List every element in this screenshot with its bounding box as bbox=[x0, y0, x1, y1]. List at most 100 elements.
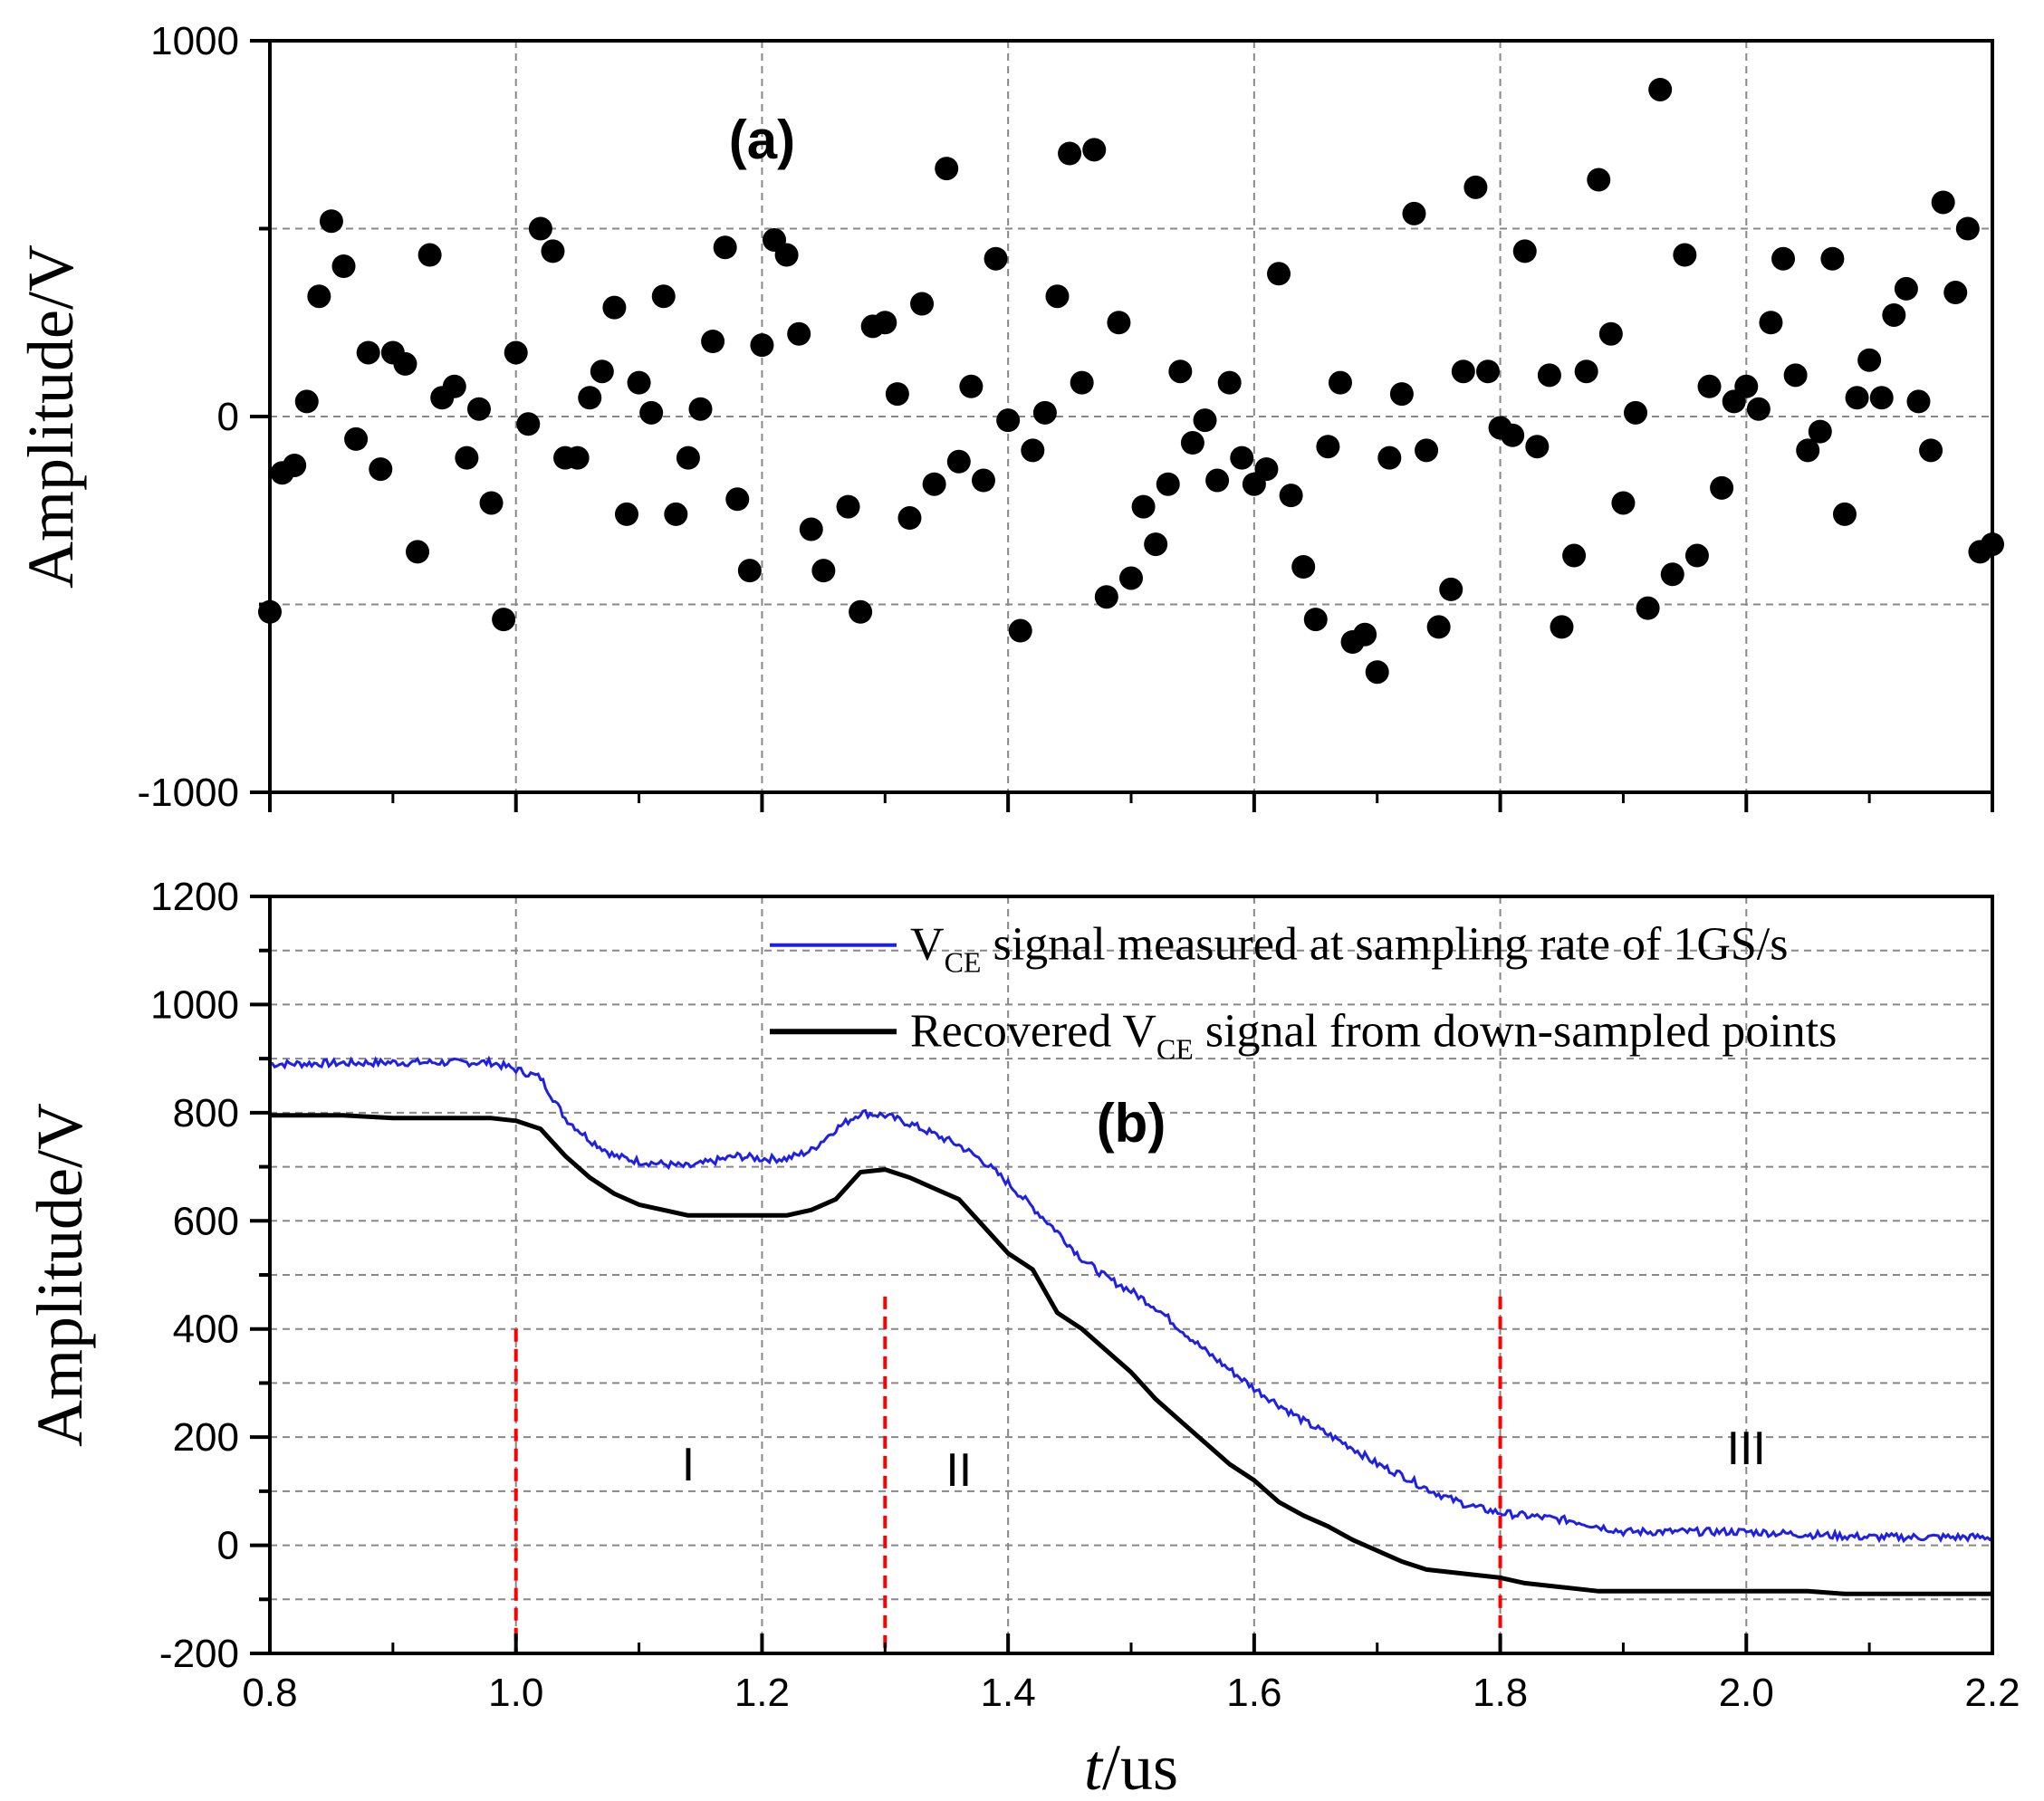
data-point bbox=[1377, 445, 1402, 470]
series-line-recovered bbox=[270, 1113, 1992, 1596]
data-point bbox=[1562, 543, 1587, 568]
data-point bbox=[1550, 615, 1574, 639]
data-point bbox=[750, 333, 774, 358]
legend-measured-sub: CE bbox=[945, 946, 982, 979]
data-point bbox=[1230, 445, 1254, 470]
data-point bbox=[1734, 374, 1759, 398]
y-tick-label: 1200 bbox=[150, 875, 239, 919]
data-point bbox=[922, 472, 946, 496]
data-point bbox=[651, 284, 676, 309]
data-point bbox=[1710, 475, 1734, 500]
data-point bbox=[1759, 311, 1783, 335]
data-point bbox=[1587, 168, 1611, 192]
data-point bbox=[492, 608, 516, 632]
data-point bbox=[1931, 190, 1955, 215]
data-point bbox=[774, 243, 799, 267]
panel-b-region-dividers bbox=[513, 1296, 1502, 1653]
legend-recovered-main: Recovered V bbox=[910, 1005, 1156, 1057]
data-point bbox=[1426, 615, 1451, 639]
data-point bbox=[787, 321, 811, 346]
data-point bbox=[688, 397, 713, 421]
data-point bbox=[1303, 608, 1328, 632]
data-point bbox=[283, 453, 307, 477]
data-point bbox=[1316, 435, 1340, 459]
data-point bbox=[1796, 438, 1820, 463]
data-point bbox=[1598, 321, 1623, 346]
x-tick-label: 1.6 bbox=[1226, 1671, 1281, 1715]
y-tick-label: 0 bbox=[217, 395, 239, 439]
data-point bbox=[1267, 262, 1291, 286]
data-point bbox=[873, 311, 897, 335]
data-point bbox=[799, 517, 823, 541]
region-label: I bbox=[682, 1439, 695, 1491]
data-point bbox=[516, 412, 541, 436]
data-point bbox=[466, 397, 491, 421]
data-point bbox=[1808, 419, 1832, 444]
data-point bbox=[1058, 141, 1082, 166]
data-point bbox=[639, 400, 664, 425]
data-point bbox=[528, 216, 552, 241]
panel-b-region-labels: I II III bbox=[682, 1423, 1766, 1497]
panel-b-ticks: 0.8 1.0 1.2 1.4 1.6 1.8 2.0 2.2 -200 0 200 400 600 80… bbox=[150, 875, 2020, 1715]
y-tick-label: -200 bbox=[159, 1632, 239, 1676]
data-point bbox=[331, 254, 356, 278]
data-point bbox=[946, 449, 971, 474]
data-point bbox=[1746, 397, 1771, 421]
y-tick-label: 600 bbox=[173, 1199, 239, 1243]
data-point bbox=[1697, 374, 1722, 398]
panel-b-y-axis-title: Amplitude/V bbox=[24, 1103, 96, 1447]
data-point bbox=[1857, 348, 1882, 372]
data-point bbox=[1156, 472, 1180, 496]
panel-a-scatter-plot: -1000 0 1000 (a) Amplitude/V bbox=[14, 19, 2004, 815]
data-point bbox=[1660, 562, 1684, 587]
data-point bbox=[294, 389, 319, 414]
data-point bbox=[1525, 435, 1550, 459]
data-point bbox=[1021, 438, 1045, 463]
data-point bbox=[578, 386, 602, 410]
x-tick-label: 0.8 bbox=[242, 1671, 297, 1715]
data-point bbox=[1168, 359, 1193, 384]
data-point bbox=[1402, 201, 1426, 225]
data-point bbox=[1328, 370, 1352, 395]
x-tick-label: 2.0 bbox=[1719, 1671, 1774, 1715]
x-axis-title-italic: t bbox=[1084, 1731, 1104, 1801]
panel-b-grid bbox=[270, 896, 1992, 1653]
data-point bbox=[590, 359, 614, 384]
data-point bbox=[1463, 175, 1488, 199]
panel-b-series bbox=[269, 1055, 1994, 1596]
x-tick-label: 1.0 bbox=[488, 1671, 543, 1715]
data-point bbox=[1771, 246, 1796, 271]
data-point bbox=[910, 292, 935, 316]
data-point bbox=[344, 426, 369, 451]
data-point bbox=[1475, 359, 1500, 384]
data-point bbox=[1624, 400, 1648, 425]
data-point bbox=[1008, 618, 1032, 643]
data-point bbox=[1439, 577, 1463, 601]
data-point bbox=[1501, 423, 1525, 447]
legend-measured-main: V bbox=[910, 919, 945, 971]
data-point bbox=[1684, 543, 1709, 568]
data-point bbox=[1820, 246, 1845, 271]
data-point bbox=[602, 295, 627, 320]
data-point bbox=[1882, 302, 1906, 327]
data-point bbox=[369, 457, 393, 482]
region-label: III bbox=[1727, 1423, 1766, 1475]
data-point bbox=[627, 370, 651, 395]
data-point bbox=[701, 330, 725, 353]
data-point bbox=[1131, 494, 1156, 519]
data-point bbox=[614, 502, 638, 526]
data-point bbox=[1673, 243, 1697, 267]
data-point bbox=[959, 374, 984, 398]
data-point bbox=[1832, 502, 1857, 526]
data-point bbox=[836, 494, 860, 519]
panel-b-label: (b) bbox=[1097, 1093, 1166, 1154]
data-point bbox=[1032, 400, 1057, 425]
data-point bbox=[455, 445, 479, 470]
data-point bbox=[307, 284, 331, 309]
data-point bbox=[1943, 281, 1968, 305]
data-point bbox=[1082, 138, 1107, 162]
x-tick-label: 1.2 bbox=[734, 1671, 790, 1715]
data-point bbox=[1919, 438, 1943, 463]
data-point bbox=[725, 487, 750, 512]
panel-b-x-axis-title: t/us bbox=[1084, 1731, 1178, 1801]
